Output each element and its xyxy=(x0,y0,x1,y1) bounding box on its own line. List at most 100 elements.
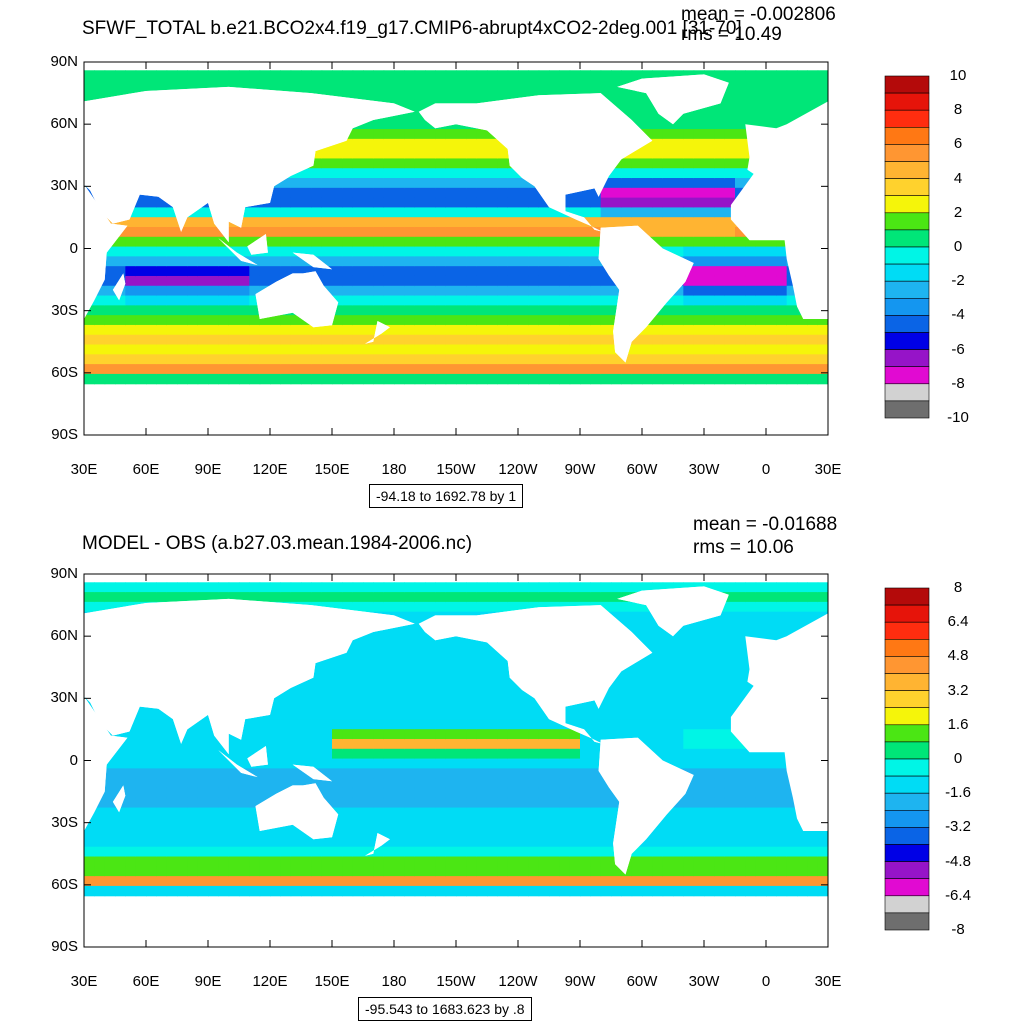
field-cell xyxy=(259,334,271,346)
field-cell xyxy=(724,266,736,277)
field-cell xyxy=(487,748,498,760)
field-cell xyxy=(714,817,726,828)
colorbar-swatch xyxy=(884,878,930,897)
field-cell xyxy=(249,354,261,365)
field-cell xyxy=(559,768,571,779)
field-cell xyxy=(549,836,560,848)
field-cell xyxy=(590,236,602,248)
field-cell xyxy=(476,876,488,887)
field-cell xyxy=(239,729,250,740)
field-cell xyxy=(373,670,385,681)
colorbar-tick-label: -2 xyxy=(951,272,965,290)
field-cell xyxy=(239,738,250,750)
field-cell xyxy=(704,650,715,662)
field-cell xyxy=(673,207,684,218)
field-cell xyxy=(735,354,746,365)
field-cell xyxy=(497,197,509,208)
field-cell xyxy=(704,354,715,365)
field-cell xyxy=(404,856,416,867)
field-cell xyxy=(786,89,798,101)
field-cell xyxy=(807,344,819,355)
field-cell xyxy=(755,109,767,120)
field-cell xyxy=(373,275,385,287)
field-cell xyxy=(817,876,829,887)
field-cell xyxy=(673,660,684,672)
field-cell xyxy=(363,334,374,346)
field-cell xyxy=(270,885,281,897)
field-cell xyxy=(342,827,354,838)
field-cell xyxy=(208,787,219,799)
field-cell xyxy=(776,592,788,603)
field-cell xyxy=(125,836,137,848)
land-mass xyxy=(84,696,128,831)
field-cell xyxy=(363,876,374,887)
colorbar-tick-label: 2 xyxy=(953,203,963,221)
field-cell xyxy=(693,660,705,672)
field-cell xyxy=(776,315,788,326)
field-cell xyxy=(580,266,591,277)
field-cell xyxy=(311,324,323,336)
field-cell xyxy=(84,876,95,887)
field-cell xyxy=(156,719,168,730)
field-cell xyxy=(631,168,643,179)
field-cell xyxy=(290,738,302,750)
field-cell xyxy=(652,373,664,385)
field-cell xyxy=(321,670,333,681)
field-cell xyxy=(435,89,447,101)
field-cell xyxy=(156,729,168,740)
field-cell xyxy=(342,295,354,306)
field-cell xyxy=(239,827,250,838)
field-cell xyxy=(135,344,147,355)
field-cell xyxy=(735,109,746,120)
field-cell xyxy=(735,680,746,691)
field-cell xyxy=(766,856,777,867)
field-cell xyxy=(363,582,374,593)
field-cell xyxy=(766,866,777,877)
colorbar-swatch xyxy=(884,690,930,709)
field-cell xyxy=(518,690,529,701)
field-cell xyxy=(466,178,478,189)
field-cell xyxy=(115,315,126,326)
field-cell xyxy=(518,738,529,750)
field-cell xyxy=(559,592,571,603)
field-cell xyxy=(404,158,416,169)
field-cell xyxy=(797,364,808,375)
field-cell xyxy=(425,670,436,681)
field-cell xyxy=(611,807,622,818)
field-cell xyxy=(208,373,219,385)
field-cell xyxy=(497,670,509,681)
field-cell xyxy=(735,70,746,81)
lon-label: 90W xyxy=(564,973,596,990)
field-cell xyxy=(807,373,819,385)
field-cell xyxy=(704,315,715,326)
field-cell xyxy=(580,768,591,779)
field-cell xyxy=(797,876,808,887)
field-cell xyxy=(642,178,653,189)
field-cell xyxy=(652,836,664,848)
field-cell xyxy=(363,592,374,603)
contour-range-label: -94.18 to 1692.78 by 1 xyxy=(369,484,524,508)
field-cell xyxy=(383,354,395,365)
field-cell xyxy=(218,758,230,769)
field-cell xyxy=(404,641,416,652)
field-cell xyxy=(290,768,302,779)
field-cell xyxy=(301,778,312,789)
field-cell xyxy=(776,582,788,593)
field-cell xyxy=(724,827,736,838)
field-cell xyxy=(662,226,674,238)
field-cell xyxy=(321,660,333,672)
field-cell xyxy=(125,324,137,336)
field-cell xyxy=(766,748,777,760)
field-cell xyxy=(197,70,209,81)
field-cell xyxy=(704,324,715,336)
field-cell xyxy=(518,866,529,877)
field-cell xyxy=(817,334,829,346)
field-cell xyxy=(166,305,178,316)
field-cell xyxy=(683,807,695,818)
field-cell xyxy=(197,582,209,593)
field-cell xyxy=(135,807,147,818)
field-cell xyxy=(177,807,188,818)
field-cell xyxy=(166,207,178,218)
field-cell xyxy=(662,631,674,642)
field-cell xyxy=(518,748,529,760)
